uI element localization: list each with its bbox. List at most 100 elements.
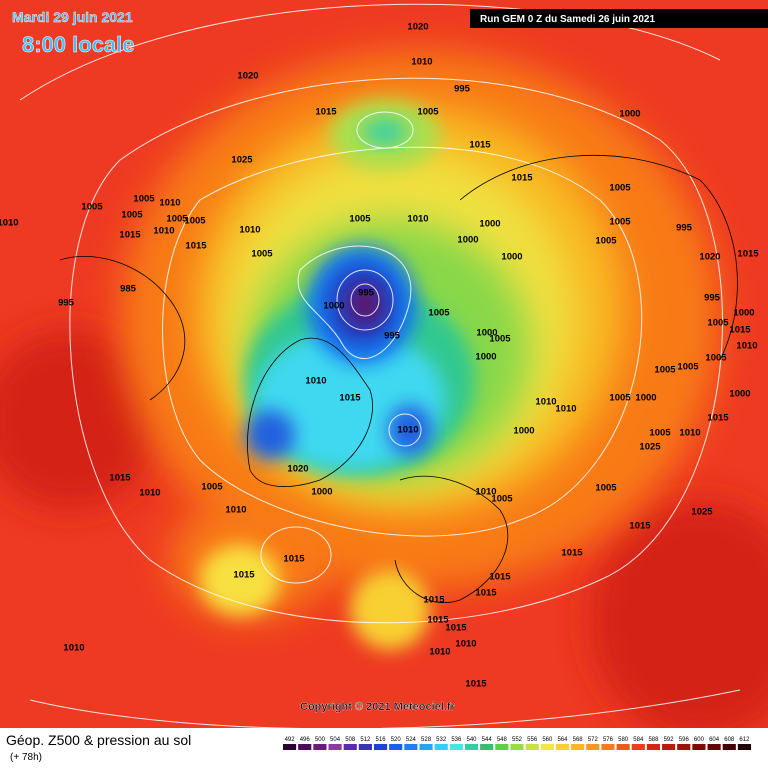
pressure-label: 995 [454,84,471,95]
legend-swatch [298,744,312,750]
legend-swatch [616,744,630,750]
pressure-label: 1015 [729,325,751,336]
pressure-label: 1015 [109,473,131,484]
legend-swatch [373,744,388,750]
legend-value: 564 [557,737,568,743]
pressure-label: 1000 [323,301,344,312]
pressure-label: 1025 [231,155,253,166]
legend-value: 588 [648,737,659,743]
legend-value: 508 [345,737,356,743]
pressure-label: 1015 [233,570,255,581]
legend-value: 540 [467,737,478,743]
legend-swatch [646,744,661,750]
legend-value: 512 [360,737,371,743]
pressure-label: 1010 [407,214,428,225]
legend-swatch [358,744,372,750]
pressure-label: 1005 [654,365,676,376]
pressure-label: 1010 [153,226,174,237]
legend-swatch [555,744,570,750]
legend-value: 516 [376,737,387,743]
pressure-label: 1005 [491,494,513,505]
pressure-label: 1005 [609,183,631,194]
legend-swatch [571,744,585,750]
pressure-label: 1005 [166,214,188,225]
legend-value: 568 [573,737,584,743]
pressure-label: 1005 [121,210,143,221]
pressure-label: 1005 [489,334,511,345]
legend-swatch [540,744,554,750]
footer-title: Géop. Z500 & pression au sol [6,732,191,748]
legend-swatch [434,744,448,750]
pressure-label: 1000 [475,352,496,363]
pressure-label: 1005 [609,217,631,228]
pressure-label: 1015 [119,230,141,241]
pressure-label: 1015 [737,249,759,260]
pressure-label: 1015 [465,679,487,690]
legend-value: 612 [739,737,750,743]
pressure-label: 1005 [595,483,617,494]
pressure-label: 1015 [475,588,497,599]
pressure-label: 1015 [707,413,729,424]
legend-value: 548 [497,737,508,743]
pressure-label: 1020 [287,464,308,475]
pressure-label: 1010 [555,404,576,415]
pressure-label: 1005 [349,214,371,225]
legend-value: 596 [679,737,690,743]
legend-swatch [707,744,721,750]
pressure-label: 1010 [475,487,496,498]
legend-swatch [737,744,751,750]
copyright: Copyright © 2021 Meteociel.fr [300,701,456,713]
pressure-label: 1010 [139,488,160,499]
legend: 492 496 500 504 508 512 516 520 524 528 532 536 540 5… [283,737,751,750]
legend-value: 584 [633,737,644,743]
pressure-label: 1000 [476,328,497,339]
legend-swatch [722,744,736,750]
pressure-label: 1010 [305,376,326,387]
pressure-label: 1010 [429,647,450,658]
pressure-label: 1000 [513,426,534,437]
pressure-label: 1010 [0,218,19,229]
pressure-label: 1000 [619,109,640,120]
legend-value: 556 [527,737,538,743]
pressure-label: 1015 [561,548,583,559]
legend-value: 552 [512,737,523,743]
pressure-label: 1005 [184,216,206,227]
pressure-label: 1005 [251,249,273,260]
legend-swatch [586,744,600,750]
legend-swatch [419,744,433,750]
valid-date: Mardi 29 juin 2021 [12,9,133,25]
pressure-label: 1010 [679,428,700,439]
pressure-label: 1005 [417,107,439,118]
legend-value: 536 [451,737,462,743]
field [0,0,768,740]
pressure-label: 1010 [411,57,432,68]
pressure-label: 1005 [705,353,727,364]
legend-swatch [601,744,615,750]
pressure-label: 1015 [423,595,445,606]
pressure-label: 1010 [239,225,260,236]
pressure-label: 1000 [457,235,478,246]
pressure-label: 1025 [639,442,661,453]
legend-swatch [692,744,706,750]
pressure-label: 1025 [691,507,713,518]
legend-value: 572 [588,737,599,743]
legend-value: 608 [724,737,735,743]
pressure-label: 1005 [595,236,617,247]
legend-swatch [480,744,494,750]
pressure-label: 1000 [733,308,754,319]
pressure-label: 1010 [736,341,757,352]
legend-swatch [343,744,357,750]
legend-value: 592 [664,737,675,743]
legend-swatch [464,744,479,750]
pressure-label: 1020 [407,22,428,33]
pressure-label: 1010 [63,643,84,654]
legend-value: 500 [315,737,326,743]
legend-swatch [677,744,691,750]
legend-swatch [404,744,418,750]
pressure-label: 1015 [629,521,651,532]
run-info: Run GEM 0 Z du Samedi 26 juin 2021 [480,14,655,25]
pressure-label: 1005 [707,318,729,329]
pressure-label: 1005 [201,482,223,493]
legend-value: 524 [406,737,417,743]
